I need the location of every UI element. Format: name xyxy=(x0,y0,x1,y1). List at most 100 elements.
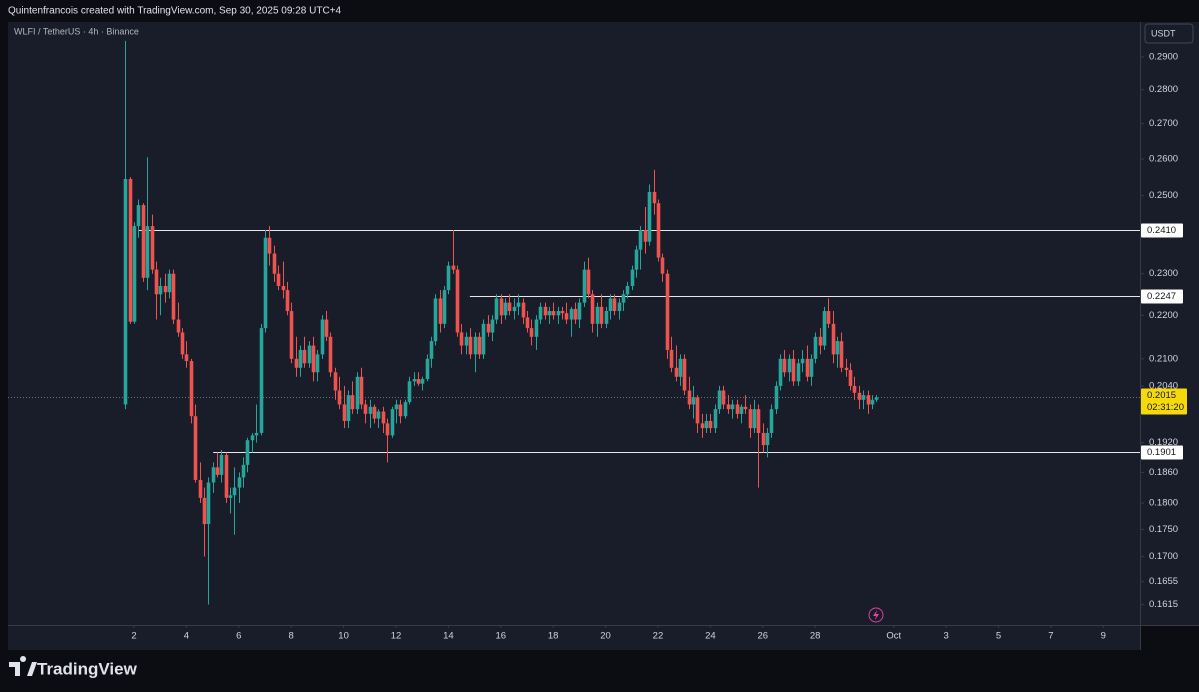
symbol-title: WLFI / TetherUS · 4h · Binance xyxy=(14,26,139,36)
candle-body xyxy=(748,409,753,429)
candle-body xyxy=(481,323,486,355)
x-tick-label: 5 xyxy=(996,631,1001,642)
candle-body xyxy=(416,379,421,384)
candle-body xyxy=(560,311,565,314)
candle-body xyxy=(516,302,521,307)
x-tick-label: 14 xyxy=(443,631,454,642)
candle-body xyxy=(682,358,687,391)
candle-body xyxy=(647,191,652,242)
candle-body xyxy=(512,306,517,312)
candle-body xyxy=(678,358,683,377)
candle-body xyxy=(612,298,617,312)
candle-body xyxy=(455,269,460,333)
y-tick-label: 0.2500 xyxy=(1149,190,1178,201)
y-tick-label: 0.1615 xyxy=(1149,599,1178,610)
candle-body xyxy=(193,416,198,480)
candle-body xyxy=(267,237,272,254)
x-tick-label: 16 xyxy=(495,631,506,642)
candle-body xyxy=(874,397,879,400)
candle-body xyxy=(756,409,761,433)
candle-body xyxy=(176,319,181,333)
x-tick-label: 9 xyxy=(1101,631,1106,642)
candle-body xyxy=(800,358,805,364)
currency-box xyxy=(1144,23,1194,44)
candle-body xyxy=(503,302,508,316)
x-tick-label: 4 xyxy=(184,631,189,642)
candle-body xyxy=(599,306,604,324)
header-credit: Quintenfrancois created with TradingView… xyxy=(8,6,342,17)
candle-body xyxy=(735,404,740,414)
candle-body xyxy=(643,229,648,242)
price-countdown: 02:31:20 xyxy=(1147,402,1184,413)
candle-body xyxy=(669,349,674,368)
candle-body xyxy=(499,298,504,316)
candle-body xyxy=(250,435,255,441)
candle-body xyxy=(145,226,150,278)
candle-body xyxy=(577,302,582,320)
x-tick-label: 12 xyxy=(391,631,402,642)
candle-body xyxy=(328,336,333,373)
y-tick-label: 0.1920 xyxy=(1149,437,1178,448)
candle-body xyxy=(376,411,381,419)
candle-body xyxy=(477,336,482,355)
candle-body xyxy=(638,229,643,250)
y-tick-label: 0.2040 xyxy=(1149,380,1178,391)
candle-body xyxy=(311,345,316,373)
candle-body xyxy=(700,423,705,429)
level-label: 0.1901 xyxy=(1147,447,1176,458)
candle-body xyxy=(665,273,670,350)
level-tag xyxy=(1141,223,1183,238)
candle-body xyxy=(237,477,242,488)
candle-body xyxy=(708,420,713,429)
candle-body xyxy=(167,273,172,293)
candle-body xyxy=(826,311,831,324)
x-tick-label: 10 xyxy=(338,631,349,642)
candle-body xyxy=(656,203,661,258)
candle-body xyxy=(180,332,185,355)
candle-body xyxy=(468,336,473,355)
candle-body xyxy=(171,273,176,320)
candle-body xyxy=(534,319,539,337)
candle-body xyxy=(543,306,548,316)
candle-body xyxy=(547,311,552,316)
candle-body xyxy=(590,294,595,324)
candle-body xyxy=(704,420,709,429)
candle-body xyxy=(787,358,792,373)
candle-body xyxy=(446,265,451,291)
alert-icon[interactable] xyxy=(868,607,884,623)
time-axis xyxy=(8,626,1140,650)
candle-body xyxy=(324,319,329,337)
candle-body xyxy=(525,317,530,329)
candle-body xyxy=(381,411,386,424)
candle-body xyxy=(398,404,403,417)
candle-body xyxy=(281,285,286,291)
candle-body xyxy=(245,440,250,465)
candle-body xyxy=(412,379,417,382)
candle-body xyxy=(473,336,478,355)
candle-body xyxy=(206,482,211,525)
candle-body xyxy=(822,311,827,346)
candle-body xyxy=(350,395,355,410)
currency: USDT xyxy=(1151,28,1176,38)
candle-body xyxy=(136,205,141,227)
candle-body xyxy=(538,306,543,320)
y-tick-label: 0.2800 xyxy=(1149,84,1178,95)
candle-body xyxy=(163,285,168,293)
candle-body xyxy=(385,423,390,436)
candle-body xyxy=(818,336,823,346)
candle-body xyxy=(342,404,347,421)
candle-body xyxy=(302,349,307,364)
candle-body xyxy=(494,298,499,320)
y-tick-label: 0.1655 xyxy=(1149,576,1178,587)
level-tag xyxy=(1141,445,1183,460)
candle-body xyxy=(189,361,194,417)
candle-body xyxy=(617,302,622,312)
candle-body xyxy=(141,205,146,278)
logo-text: TradingView xyxy=(37,659,138,678)
candle-body xyxy=(320,319,325,355)
candle-body xyxy=(717,390,722,410)
candle-body xyxy=(407,381,412,403)
candle-body xyxy=(604,311,609,324)
candle-body xyxy=(743,406,748,410)
